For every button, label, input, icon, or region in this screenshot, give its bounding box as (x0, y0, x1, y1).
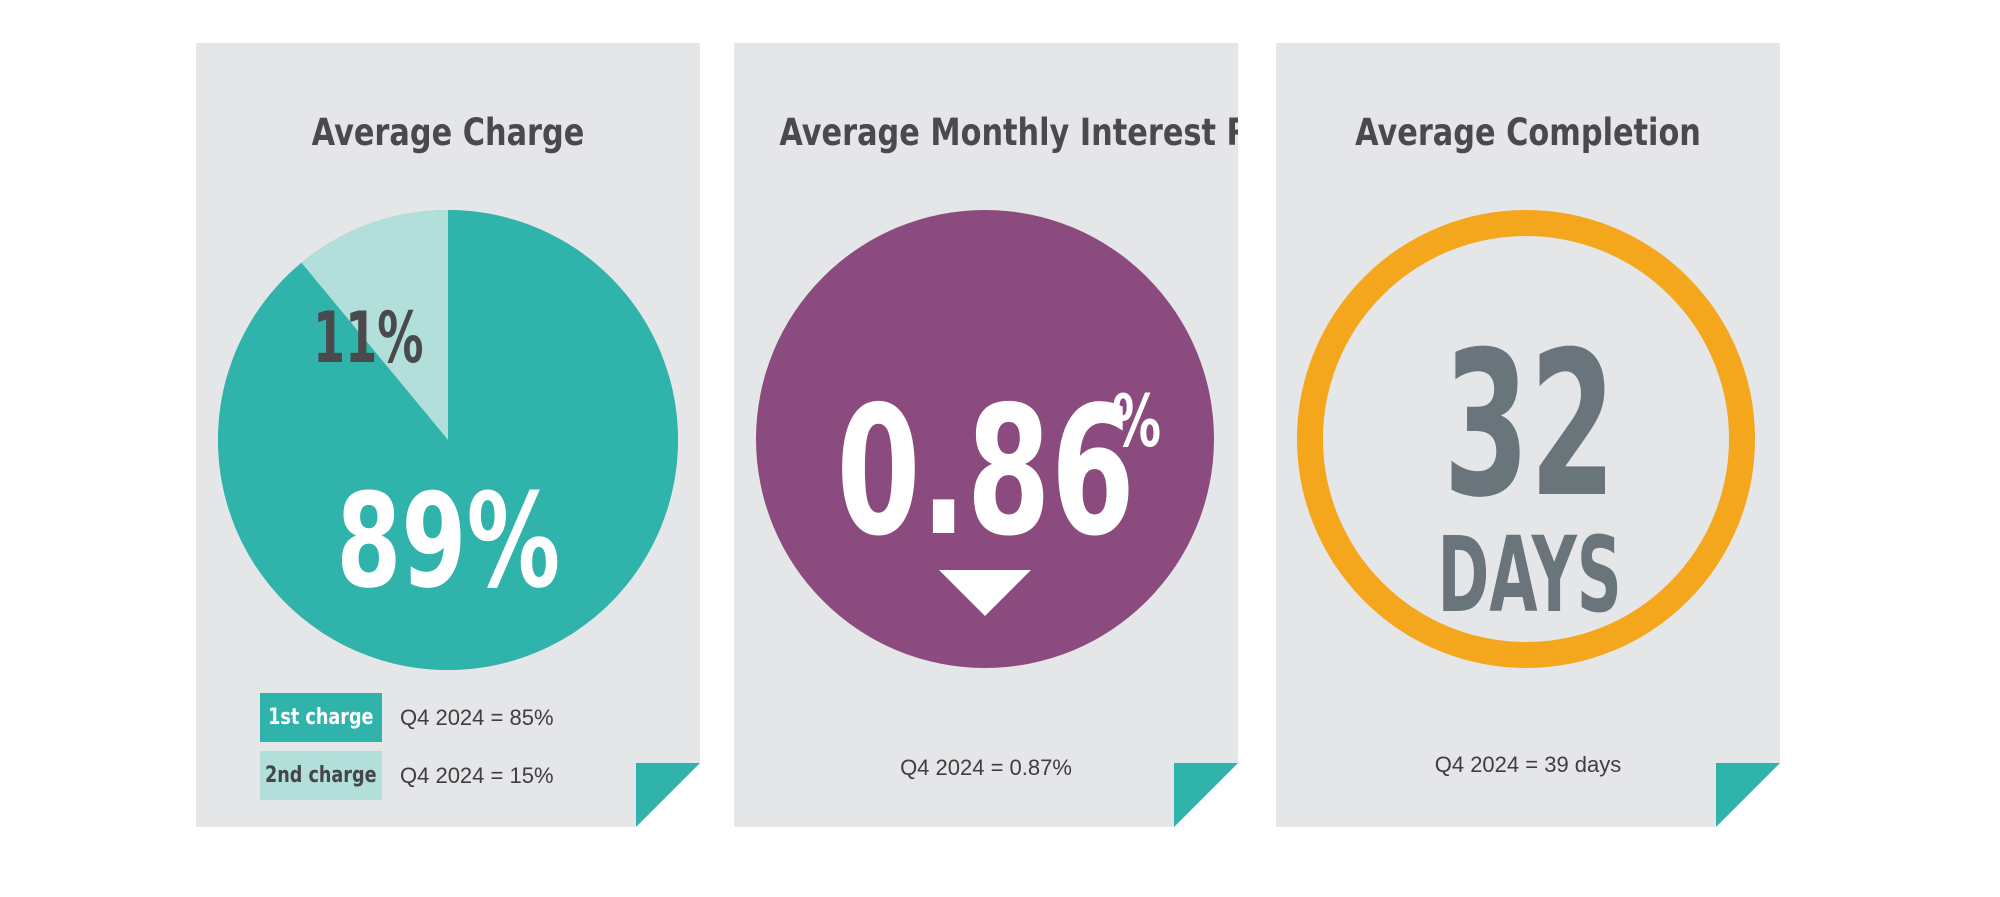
charge-pie-chart (218, 210, 678, 670)
legend-note: Q4 2024 = 85% (400, 705, 554, 730)
legend-swatch-1st-charge: 1st charge (260, 693, 382, 742)
down-triangle-icon (939, 570, 1031, 616)
average-interest-rate-card: Average Monthly Interest Rate 0.86 % Q4 … (734, 43, 1238, 827)
pie-slice-2nd-charge (301, 210, 448, 440)
pie-label-2nd-charge: 11% (313, 297, 424, 379)
legend-note: Q4 2024 = 15% (400, 763, 554, 788)
legend-label: 1st charge (268, 705, 374, 730)
legend-swatch-2nd-charge: 2nd charge (260, 751, 382, 800)
pie-slice-1st-charge (218, 210, 678, 670)
card-title: Average Completion (1355, 111, 1701, 154)
pie-label-1st-charge: 89% (336, 465, 561, 617)
card-title: Average Charge (311, 111, 585, 154)
corner-fold-icon (1716, 763, 1780, 827)
average-charge-card: Average Charge 11% 89% 1st charge Q4 202… (196, 43, 700, 827)
average-completion-card: Average Completion 32 DAYS Q4 2024 = 39 … (1276, 43, 1780, 827)
card-title: Average Monthly Interest Rate (779, 111, 1238, 154)
rate-unit: % (1112, 379, 1162, 463)
previous-quarter-note: Q4 2024 = 0.87% (900, 755, 1072, 780)
corner-fold-icon (636, 763, 700, 827)
completion-days-unit: DAYS (1437, 514, 1622, 636)
corner-fold-icon (1174, 763, 1238, 827)
legend-label: 2nd charge (265, 763, 377, 788)
previous-quarter-note: Q4 2024 = 39 days (1434, 752, 1622, 777)
completion-days-number: 32 (1443, 309, 1616, 542)
rate-value: 0.86 (836, 368, 1136, 575)
